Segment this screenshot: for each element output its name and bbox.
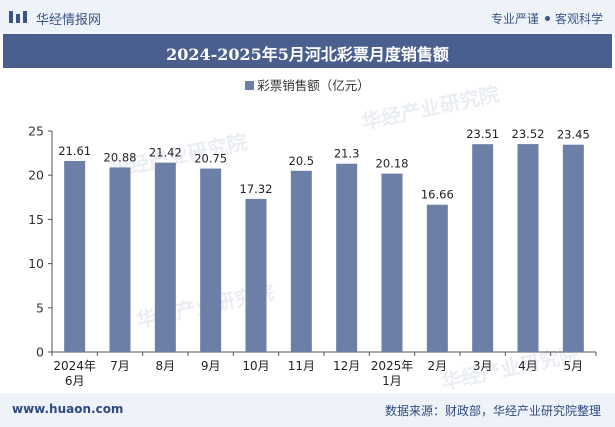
- x-tick-label: 2024年: [53, 359, 96, 373]
- data-label: 20.88: [104, 150, 137, 164]
- bar: [472, 144, 494, 352]
- bar: [200, 168, 222, 352]
- data-label: 21.3: [334, 147, 360, 161]
- title-bar: 2024-2025年5月河北彩票月度销售额: [3, 34, 612, 68]
- x-tick-label: 2025年: [371, 359, 414, 373]
- data-source: 数据来源：财政部，华经产业研究院整理: [384, 404, 601, 418]
- data-label: 21.42: [149, 146, 182, 160]
- logo-icon: [9, 11, 27, 23]
- y-tick-label: 5: [36, 300, 44, 315]
- dot-icon: [544, 16, 550, 21]
- footer: www.huaon.com 数据来源：财政部，华经产业研究院整理: [0, 393, 615, 427]
- bar: [290, 170, 312, 352]
- x-tick-label: 3月: [473, 359, 493, 373]
- bar: [154, 162, 176, 352]
- x-tick-label: 8月: [156, 359, 176, 373]
- y-tick-label: 0: [36, 345, 44, 360]
- x-tick-label: 4月: [518, 359, 538, 373]
- x-tick-label: 12月: [333, 359, 360, 373]
- x-tick-label: 1月: [382, 374, 402, 388]
- legend-label: 彩票销售额（亿元）: [257, 78, 370, 93]
- data-label: 20.18: [376, 157, 409, 171]
- y-tick-label: 25: [28, 124, 44, 139]
- data-label: 23.45: [557, 128, 590, 142]
- x-tick-label: 5月: [564, 359, 584, 373]
- bar: [245, 198, 267, 352]
- x-tick-label: 9月: [201, 359, 221, 373]
- legend: 彩票销售额（亿元）: [0, 75, 615, 94]
- data-label: 23.51: [466, 127, 499, 141]
- bar: [517, 144, 539, 352]
- bar: [426, 204, 448, 352]
- bar: [381, 173, 403, 352]
- data-label: 20.5: [289, 154, 315, 168]
- y-tick-label: 20: [28, 168, 44, 183]
- bar: [562, 144, 584, 352]
- site-url: www.huaon.com: [12, 402, 124, 416]
- x-tick-label: 6月: [65, 374, 85, 388]
- data-label: 16.66: [421, 188, 454, 202]
- x-tick-label: 11月: [288, 359, 315, 373]
- y-tick-label: 15: [28, 212, 44, 227]
- x-tick-label: 10月: [242, 359, 269, 373]
- brand-name: 华经情报网: [36, 13, 102, 28]
- legend-swatch: [245, 81, 255, 90]
- tagline-right: 客观科学: [554, 12, 603, 26]
- tagline: 专业严谨 客观科学: [491, 10, 603, 27]
- bar: [109, 167, 131, 352]
- bar: [64, 160, 86, 352]
- tagline-left: 专业严谨: [490, 12, 539, 26]
- chart-title: 2024-2025年5月河北彩票月度销售额: [166, 45, 449, 64]
- data-label: 17.32: [240, 182, 273, 196]
- top-bar: 华经情报网 专业严谨 客观科学: [0, 0, 615, 34]
- bar: [336, 163, 358, 352]
- data-label: 20.75: [194, 152, 227, 166]
- x-tick-label: 7月: [110, 359, 130, 373]
- x-tick-label: 2月: [428, 359, 448, 373]
- y-tick-label: 10: [28, 256, 44, 271]
- data-label: 21.61: [58, 144, 91, 158]
- data-label: 23.52: [512, 127, 545, 141]
